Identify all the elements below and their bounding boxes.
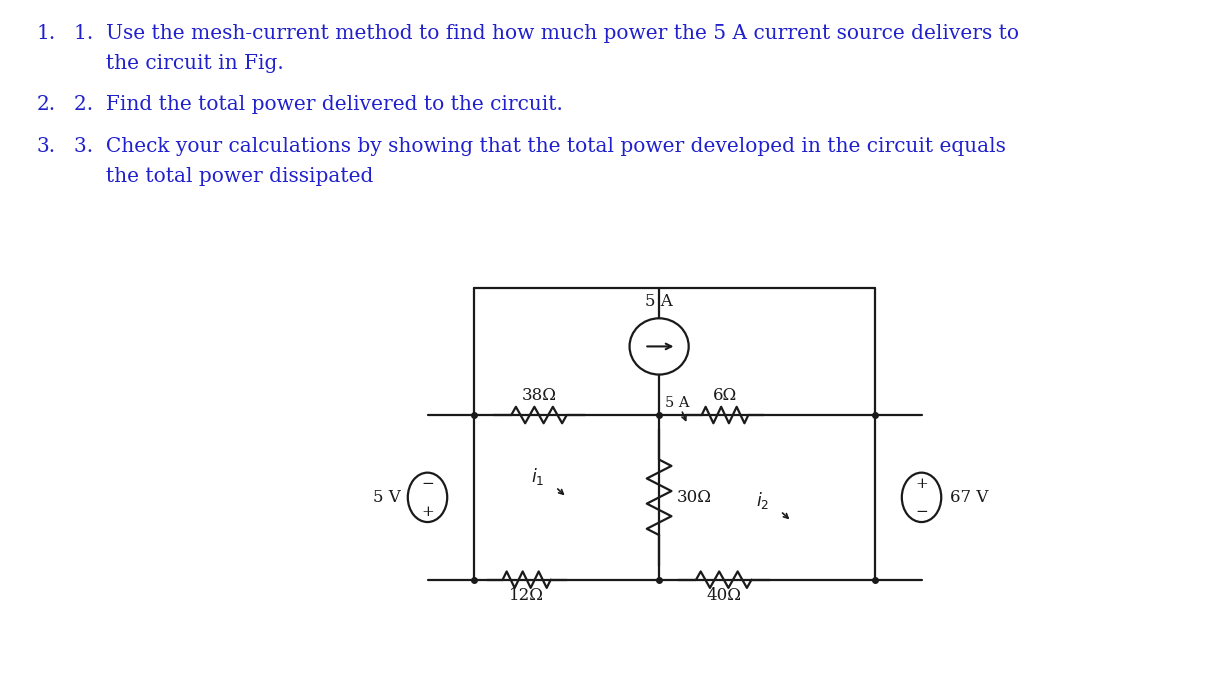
Text: 3.  Check your calculations by showing that the total power developed in the cir: 3. Check your calculations by showing th… xyxy=(74,137,1005,156)
Text: +: + xyxy=(421,506,434,519)
Text: 1.  Use the mesh-current method to find how much power the 5 A current source de: 1. Use the mesh-current method to find h… xyxy=(74,24,1019,43)
Text: the total power dissipated: the total power dissipated xyxy=(74,167,373,186)
Text: 3.: 3. xyxy=(37,137,57,156)
Text: 40Ω: 40Ω xyxy=(706,587,742,604)
Text: +: + xyxy=(915,477,928,490)
Text: −: − xyxy=(915,506,928,519)
Text: 30Ω: 30Ω xyxy=(676,489,711,506)
Text: 1.: 1. xyxy=(37,24,57,43)
Text: 5 V: 5 V xyxy=(372,489,400,506)
Text: 2.  Find the total power delivered to the circuit.: 2. Find the total power delivered to the… xyxy=(74,95,563,114)
Text: 2.: 2. xyxy=(37,95,57,114)
Text: −: − xyxy=(421,477,434,490)
Text: 6Ω: 6Ω xyxy=(713,387,737,404)
Text: 5 A: 5 A xyxy=(646,293,673,310)
Text: the circuit in Fig.: the circuit in Fig. xyxy=(74,54,283,73)
Text: $i_2$: $i_2$ xyxy=(756,490,769,511)
Text: 38Ω: 38Ω xyxy=(521,387,557,404)
Text: 12Ω: 12Ω xyxy=(509,587,545,604)
Text: 67 V: 67 V xyxy=(950,489,988,506)
Text: 5 A: 5 A xyxy=(665,396,690,410)
Text: $i_1$: $i_1$ xyxy=(531,466,545,487)
